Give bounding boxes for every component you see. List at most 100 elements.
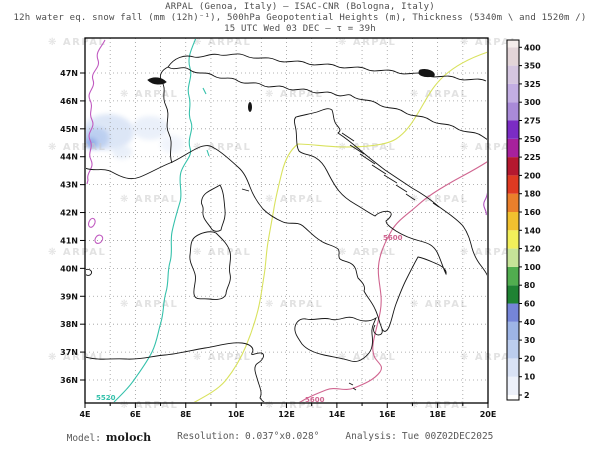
arpal-watermark: ❋ ARPAL [265, 89, 323, 100]
arpal-watermark: ❋ ARPAL [193, 247, 251, 258]
colorbar-tick-label: 20 [524, 354, 536, 363]
colorbar-tick-label: 180 [524, 190, 541, 199]
arpal-watermark: ❋ ARPAL [410, 194, 468, 205]
colorbar-tick-label: 30 [524, 336, 536, 345]
lat-label: 39N [60, 292, 78, 301]
arpal-watermark: ❋ ARPAL [48, 37, 106, 48]
arpal-watermark: ❋ ARPAL [265, 299, 323, 310]
contour-labels: 5520 5600 5600 [96, 234, 403, 404]
lon-label: 10E [228, 410, 245, 419]
colorbar-tick-label: 140 [524, 226, 541, 235]
border-france-italy [159, 66, 173, 164]
footer: Model: moloch Resolution: 0.037°x0.028° … [0, 431, 580, 444]
coastline-africa [86, 342, 265, 402]
contour-5560 [193, 51, 487, 402]
colorbar-tick-label: 2 [524, 391, 530, 400]
lat-label: 38N [60, 320, 78, 329]
arpal-watermark: ❋ ARPAL [120, 400, 178, 411]
arpal-watermark: ❋ ARPAL [120, 89, 178, 100]
lon-label: 18E [429, 410, 446, 419]
border-switzerland-italy [167, 66, 353, 97]
title-line-2: 12h water eq. snow fall (mm (12h)⁻¹), 50… [13, 13, 587, 23]
arpal-watermark: ❋ ARPAL [338, 352, 396, 363]
colorbar-tick-label: 80 [524, 281, 536, 290]
island-menorca [86, 268, 92, 276]
lon-label: 16E [379, 410, 396, 419]
lat-label: 40N [60, 264, 78, 273]
graticule [85, 38, 488, 403]
colorbar-tick-label: 160 [524, 208, 541, 217]
colorbar-tick-label: 40 [524, 318, 536, 327]
arpal-watermark: ❋ ARPAL [48, 142, 106, 153]
contour-5520 [113, 39, 210, 402]
island-malta [348, 382, 357, 391]
analysis-label: Analysis: [345, 431, 397, 442]
contour-5600 [299, 161, 487, 402]
colorbar-tick-label: 225 [524, 153, 541, 162]
arpal-watermark: ❋ ARPAL [338, 247, 396, 258]
lon-label: 6E [130, 410, 141, 419]
arpal-watermark: ❋ ARPAL [410, 400, 468, 411]
colorbar-tick-label: 60 [524, 300, 536, 309]
model-value: moloch [105, 431, 152, 444]
contour-value-label: 5600 [383, 234, 403, 242]
arpal-watermark: ❋ ARPAL [193, 37, 251, 48]
lon-label: 12E [278, 410, 295, 419]
colorbar-tick-label: 250 [524, 135, 541, 144]
arpal-watermark: ❋ ARPAL [338, 37, 396, 48]
colorbar-tick-label: 100 [524, 263, 541, 272]
analysis-value: Tue 00Z02DEC2025 [401, 431, 494, 442]
colorbar-tick-label: 350 [524, 62, 541, 71]
axes: 47N 46N 45N 44N 43N 42N 41N 40N 39N 38N 37N 36N 4E 6E… [60, 69, 496, 419]
border-balkans [351, 95, 487, 140]
contour-5340 [86, 39, 487, 244]
lat-label: 37N [60, 348, 78, 357]
colorbar-tick-label: 275 [524, 117, 541, 126]
colorbar-tick-label: 400 [524, 43, 541, 52]
lat-label: 44N [60, 153, 78, 162]
coastline-sardinia [189, 231, 232, 300]
coastline-sicily [294, 316, 377, 362]
arpal-watermark: ❋ ARPAL [193, 142, 251, 153]
lon-label: 8E [180, 410, 191, 419]
title-line-3: 15 UTC Wed 03 DEC – τ = 39h [224, 24, 376, 34]
colorbar-scale: 2 10 20 30 40 60 80 100 120 140 160 180 200 225 250 275… [506, 39, 541, 401]
lon-label: 20E [480, 410, 497, 419]
lat-label: 46N [60, 97, 78, 106]
watermark-layer: ❋ ARPAL ❋ ARPAL ❋ ARPAL ❋ ARPAL ❋ ARPAL ❋ ARP… [48, 37, 517, 411]
arpal-watermark: ❋ ARPAL [48, 352, 106, 363]
arpal-watermark: ❋ ARPAL [338, 142, 396, 153]
lat-label: 47N [60, 69, 78, 78]
coastline-corsica [201, 184, 226, 232]
arpal-watermark: ❋ ARPAL [410, 299, 468, 310]
contour-value-label: 5520 [96, 394, 116, 402]
arpal-watermark: ❋ ARPAL [265, 400, 323, 411]
arpal-watermark: ❋ ARPAL [120, 194, 178, 205]
model-label: Model: [66, 433, 101, 444]
colorbar-tick-label: 10 [524, 373, 536, 382]
arpal-watermark: ❋ ARPAL [265, 194, 323, 205]
lat-label: 45N [60, 125, 78, 134]
lake-balaton [418, 69, 435, 78]
croatian-islands [341, 132, 440, 208]
arpal-watermark: ❋ ARPAL [48, 247, 106, 258]
resolution-value: 0.037°x0.028° [245, 431, 320, 442]
colorbar-tick-label: 325 [524, 80, 541, 89]
lat-label: 41N [60, 236, 78, 245]
contour-value-label: 5600 [305, 396, 325, 404]
resolution-label: Resolution: [177, 431, 241, 442]
arpal-watermark: ❋ ARPAL [410, 89, 468, 100]
coastline-mainland [86, 108, 487, 336]
colorbar-tick-label: 300 [524, 98, 541, 107]
lon-label: 4E [79, 410, 90, 419]
snowfall-shading [86, 114, 184, 159]
lat-label: 42N [60, 209, 78, 218]
arpal-watermark: ❋ ARPAL [193, 352, 251, 363]
island-elba [241, 188, 250, 192]
lat-label: 36N [60, 376, 78, 385]
arpal-watermark: ❋ ARPAL [120, 299, 178, 310]
colorbar-tick-label: 120 [524, 245, 541, 254]
lon-label: 14E [329, 410, 346, 419]
